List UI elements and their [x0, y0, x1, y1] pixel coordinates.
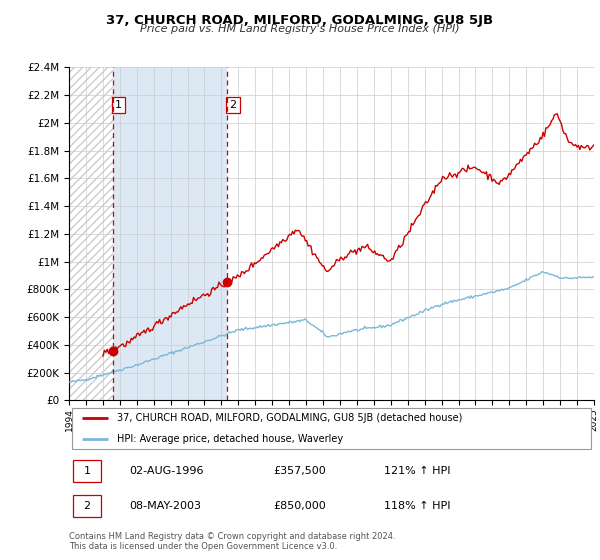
- Bar: [113, 67, 227, 400]
- FancyBboxPatch shape: [71, 408, 592, 449]
- Text: 08-MAY-2003: 08-MAY-2003: [130, 501, 202, 511]
- Text: Price paid vs. HM Land Registry's House Price Index (HPI): Price paid vs. HM Land Registry's House …: [140, 24, 460, 34]
- Text: 1: 1: [83, 466, 91, 476]
- Text: 02-AUG-1996: 02-AUG-1996: [130, 466, 204, 476]
- FancyBboxPatch shape: [73, 495, 101, 517]
- Text: HPI: Average price, detached house, Waverley: HPI: Average price, detached house, Wave…: [118, 433, 343, 444]
- Text: £850,000: £850,000: [274, 501, 326, 511]
- Text: 1: 1: [115, 100, 122, 110]
- FancyBboxPatch shape: [73, 460, 101, 482]
- Text: Contains HM Land Registry data © Crown copyright and database right 2024.: Contains HM Land Registry data © Crown c…: [69, 532, 395, 541]
- Text: 2: 2: [83, 501, 91, 511]
- Text: 37, CHURCH ROAD, MILFORD, GODALMING, GU8 5JB (detached house): 37, CHURCH ROAD, MILFORD, GODALMING, GU8…: [118, 413, 463, 423]
- Text: 2: 2: [229, 100, 236, 110]
- Text: 37, CHURCH ROAD, MILFORD, GODALMING, GU8 5JB: 37, CHURCH ROAD, MILFORD, GODALMING, GU8…: [106, 14, 494, 27]
- Text: 121% ↑ HPI: 121% ↑ HPI: [384, 466, 451, 476]
- Text: £357,500: £357,500: [274, 466, 326, 476]
- Text: 118% ↑ HPI: 118% ↑ HPI: [384, 501, 451, 511]
- Text: This data is licensed under the Open Government Licence v3.0.: This data is licensed under the Open Gov…: [69, 542, 337, 551]
